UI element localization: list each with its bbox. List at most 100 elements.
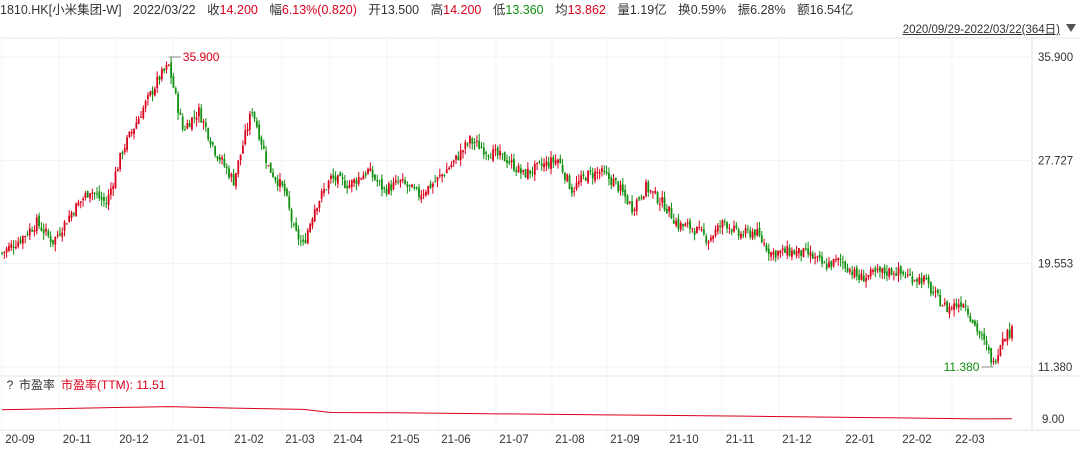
candle-body (705, 236, 708, 243)
candle-body (21, 236, 24, 244)
candle-body (964, 305, 967, 307)
candle-body (425, 192, 427, 196)
candle-body (860, 273, 863, 280)
candle-body (49, 236, 52, 243)
candle-body (346, 185, 349, 189)
candle-body (580, 175, 583, 182)
candle-body (601, 168, 603, 172)
candle-body (772, 251, 775, 255)
candle-body (191, 117, 193, 130)
candle-body (330, 175, 332, 180)
candle-body (452, 160, 455, 163)
candle-body (883, 267, 886, 274)
date-range-selector[interactable]: 2020/09/29-2022/03/22(364日) (902, 24, 1060, 36)
candle-body (485, 152, 488, 154)
candle-body (668, 206, 671, 212)
candle-body (927, 276, 930, 284)
stock-code[interactable]: 1810.HK[小米集团-W] (0, 3, 122, 17)
candle-body (232, 174, 235, 186)
candle-body (899, 266, 902, 274)
candle-body (781, 248, 784, 251)
candle-body (594, 171, 596, 181)
candle-body (665, 208, 668, 214)
change-value: 6.13%(0.820) (281, 3, 357, 17)
candle-body (72, 213, 75, 215)
pe-y-tick-label: 9.00 (1042, 414, 1064, 426)
candle-body (390, 184, 393, 191)
candle-body (422, 193, 425, 196)
candle-body (84, 192, 87, 199)
turnover-value: 0.59% (690, 3, 727, 17)
x-tick-label: 21-06 (441, 434, 470, 446)
candle-body (730, 229, 733, 233)
candle-body (876, 268, 879, 270)
candle-body (181, 116, 184, 130)
candle-body (987, 347, 990, 351)
candle-body (855, 267, 858, 277)
candle-body (413, 187, 416, 189)
candle-body (40, 227, 43, 231)
candle-body (740, 233, 742, 239)
candle-body (441, 174, 444, 177)
candle-body (638, 197, 640, 200)
candle-body (334, 176, 337, 182)
candle-body (621, 184, 624, 192)
candle-body (661, 197, 664, 203)
candle-body (160, 69, 163, 80)
low-label: 低 (492, 3, 506, 17)
candle-body (807, 248, 810, 255)
candle-body (3, 251, 6, 254)
candle-body (381, 178, 383, 190)
candle-body (47, 231, 50, 236)
candle-body (198, 107, 200, 117)
candle-body (68, 215, 71, 222)
candle-body (920, 278, 923, 284)
y-tick-label: 27.727 (1038, 155, 1073, 167)
candle-body (128, 131, 131, 137)
candle-body (140, 116, 142, 118)
candle-body (934, 290, 937, 292)
candle-body (675, 220, 678, 226)
candle-body (149, 91, 152, 96)
candle-body (941, 305, 944, 307)
candle-body (911, 276, 914, 284)
candle-body (839, 258, 842, 260)
candle-body (318, 201, 321, 209)
candle-body (742, 234, 745, 236)
candle-body (980, 334, 983, 336)
candle-body (174, 88, 177, 94)
candle-body (709, 237, 712, 241)
candle-body (932, 291, 935, 294)
candle-body (853, 269, 856, 278)
x-tick-label: 22-03 (955, 434, 984, 446)
candle-body (608, 172, 610, 180)
candle-body (614, 177, 617, 181)
candle-body (223, 158, 226, 167)
candle-body (339, 172, 342, 177)
candle-body (784, 248, 786, 253)
candle-body (1, 252, 3, 254)
candle-body (804, 248, 807, 250)
help-icon[interactable]: ? (6, 378, 14, 392)
candle-body (550, 157, 552, 169)
candle-body (640, 197, 643, 199)
candle-body (119, 152, 122, 170)
candle-body (895, 273, 898, 277)
candle-body (992, 360, 995, 362)
x-tick-label: 21-05 (390, 434, 419, 446)
triangle-down-icon[interactable] (1066, 24, 1076, 32)
candle-body (647, 182, 650, 193)
candle-body (788, 247, 791, 256)
candle-body (971, 319, 974, 323)
candle-body (466, 143, 469, 145)
pe-indicator-name[interactable]: 市盈率 (19, 378, 56, 392)
candle-body (147, 94, 149, 99)
candle-body (297, 229, 300, 240)
candle-body (52, 239, 54, 245)
candle-body (112, 185, 115, 190)
candle-body (686, 223, 689, 225)
candle-body (540, 163, 543, 166)
candle-body (54, 236, 57, 245)
candle-body (626, 195, 629, 205)
